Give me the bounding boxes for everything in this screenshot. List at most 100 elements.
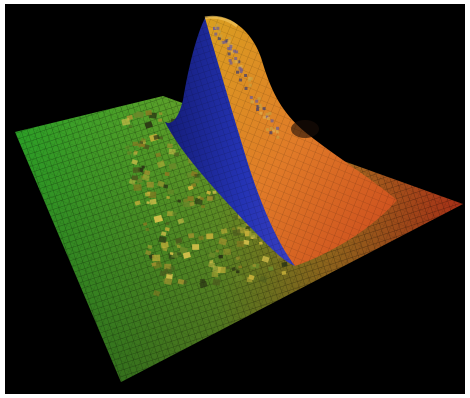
ridge-cell — [238, 66, 242, 70]
noise-cell — [146, 201, 150, 205]
ridge-cell — [239, 70, 243, 74]
ridge-cell — [229, 61, 233, 65]
peak-ridge — [204, 15, 238, 28]
noise-cell — [187, 196, 194, 202]
ridge-cell — [214, 26, 218, 30]
ridge-cell — [229, 44, 233, 48]
noise-cell — [133, 184, 142, 191]
noise-cell — [148, 191, 157, 198]
ridge-cell — [265, 112, 269, 116]
noise-cell — [232, 228, 241, 237]
noise-cell — [140, 143, 146, 148]
ridge-cell — [258, 103, 262, 107]
noise-cell — [162, 246, 168, 252]
noise-cell — [209, 259, 214, 264]
noise-cell — [158, 136, 163, 140]
noise-cell — [151, 262, 157, 267]
ridge-cell — [215, 23, 219, 27]
noise-cell — [236, 270, 240, 274]
noise-cell — [121, 117, 131, 126]
ridge-cell — [236, 70, 239, 74]
noise-cell — [208, 251, 216, 259]
noise-cell — [223, 248, 231, 255]
noise-cell — [153, 214, 163, 223]
ridge-cell — [231, 50, 235, 54]
ridge-cell — [248, 78, 251, 82]
noise-cell — [149, 198, 157, 205]
ridge-cell — [214, 32, 218, 36]
noise-cell — [238, 265, 243, 269]
noise-cell — [132, 167, 140, 173]
noise-cell — [182, 251, 191, 259]
ridge-cell — [262, 107, 266, 111]
noise-cell — [164, 172, 170, 177]
ridge-cell — [266, 128, 270, 132]
noise-cell — [156, 160, 166, 168]
noise-cell — [133, 152, 138, 156]
noise-cell — [131, 175, 138, 181]
noise-cell — [168, 162, 177, 170]
noise-cell — [126, 150, 132, 156]
ridge-cell — [227, 43, 231, 46]
ridge-cell — [218, 30, 221, 34]
ridge-cell — [249, 96, 253, 99]
ridge-cell — [268, 111, 272, 115]
noise-cell — [220, 228, 228, 235]
noise-cell — [164, 227, 170, 232]
ridge-cell — [228, 36, 232, 40]
ridge-cell — [272, 129, 276, 133]
noise-cell — [153, 290, 161, 297]
ridge-cell — [276, 135, 280, 139]
noise-cell — [141, 165, 145, 169]
ridge-cell — [265, 115, 269, 119]
ridge-cell — [248, 83, 252, 87]
noise-cell — [252, 264, 257, 267]
ridge-cell — [225, 39, 229, 43]
noise-cell — [157, 180, 165, 188]
ridge-cell — [227, 40, 231, 44]
ridge-cell — [256, 108, 260, 111]
ridge-cell — [219, 41, 223, 45]
surface-plot — [15, 15, 463, 382]
ridge-cell — [240, 68, 244, 72]
ridge-cell — [239, 78, 243, 82]
noise-cell — [177, 278, 185, 285]
noise-cell — [168, 148, 176, 155]
noise-cell — [145, 110, 152, 116]
ridge-cell — [239, 65, 243, 68]
noise-cell — [241, 223, 247, 228]
noise-cell — [206, 190, 211, 195]
noise-cell — [158, 118, 163, 122]
ridge-cell — [256, 105, 260, 108]
noise-cell — [188, 201, 195, 207]
noise-cell — [140, 175, 145, 179]
noise-cell — [142, 174, 150, 182]
noise-cell — [146, 181, 154, 188]
ridge-cell — [232, 49, 236, 53]
noise-cell — [159, 112, 163, 116]
noise-cell — [187, 185, 194, 191]
back-depression — [291, 120, 319, 138]
ridge-cell — [233, 60, 237, 64]
ridge-cell — [259, 111, 263, 115]
noise-cell — [235, 255, 241, 261]
noise-cell — [160, 241, 169, 249]
noise-cell — [211, 271, 219, 278]
ridge-speckles — [213, 23, 280, 139]
noise-cell — [199, 196, 205, 201]
noise-cell — [207, 196, 213, 201]
noise-cell — [193, 178, 200, 184]
ridge-cell — [244, 74, 248, 77]
noise-cell — [231, 266, 236, 271]
noise-cell — [212, 190, 217, 194]
ridge-cell — [219, 34, 223, 38]
ridge-cell — [228, 47, 232, 51]
ridge-cell — [227, 47, 231, 50]
noise-cell — [281, 270, 287, 275]
noise-cell — [244, 228, 250, 234]
noise-cell — [194, 173, 200, 178]
noise-cell — [281, 261, 288, 267]
noise-cell — [160, 231, 167, 237]
ridge-cell — [263, 115, 267, 119]
noise-cell — [225, 266, 230, 270]
